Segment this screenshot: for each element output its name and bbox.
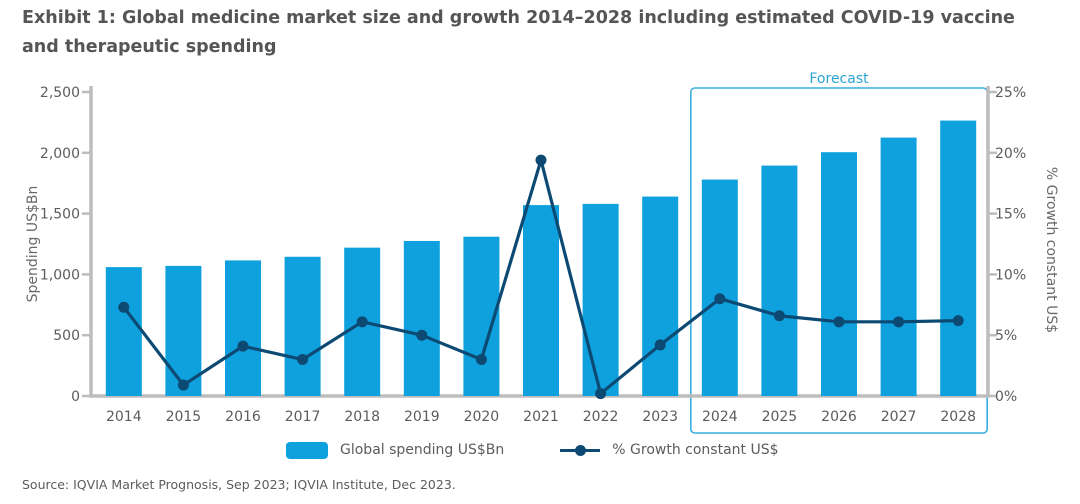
x-tick-label: 2014 (106, 409, 142, 425)
chart-title: Exhibit 1: Global medicine market size a… (22, 8, 1015, 57)
bar-2028 (940, 120, 977, 397)
growth-point-2015 (177, 379, 189, 391)
growth-point-2022 (595, 388, 607, 400)
y2-axis-title: % Growth constant US$ (1043, 167, 1059, 333)
x-tick-label: 2024 (702, 409, 738, 425)
growth-point-2024 (714, 293, 726, 305)
bar-2015 (165, 265, 202, 396)
legend-label-growth: % Growth constant US$ (612, 442, 779, 458)
left-tick-label: 1,000 (40, 267, 80, 283)
right-tick-label: 5% (995, 328, 1017, 344)
growth-point-2025 (773, 310, 785, 322)
growth-point-2028 (952, 315, 964, 327)
growth-point-2020 (475, 354, 487, 366)
bar-2017 (284, 256, 321, 396)
bar-2026 (821, 152, 857, 396)
bar-2016 (225, 260, 261, 396)
bar-2022 (582, 203, 619, 396)
growth-point-2027 (893, 316, 905, 328)
x-tick-label: 2020 (464, 409, 500, 425)
legend-item-spending: Global spending US$Bn (286, 441, 505, 459)
x-tick-label: 2016 (225, 409, 261, 425)
x-tick-label: 2019 (404, 409, 440, 425)
growth-point-2026 (833, 316, 845, 328)
growth-point-2014 (118, 301, 130, 313)
right-tick-label: 0% (995, 389, 1017, 405)
x-tick-label: 2025 (762, 409, 798, 425)
growth-point-2018 (356, 316, 368, 328)
legend-swatch-bar (286, 441, 328, 459)
right-tick-label: 20% (995, 146, 1026, 162)
x-tick-label: 2015 (166, 409, 202, 425)
x-tick-label: 2027 (881, 409, 917, 425)
left-tick-label: 0 (71, 389, 80, 405)
bar-2025 (761, 165, 798, 396)
legend-swatch-line (560, 442, 601, 459)
x-tick-label: 2023 (642, 409, 678, 425)
source-note: Source: IQVIA Market Prognosis, Sep 2023… (22, 477, 456, 492)
growth-point-2017 (297, 354, 309, 366)
x-tick-label: 2028 (940, 409, 976, 425)
growth-point-2016 (237, 340, 249, 352)
x-tick-label: 2026 (821, 409, 857, 425)
right-tick-label: 25% (995, 85, 1026, 101)
legend-label-spending: Global spending US$Bn (340, 442, 505, 458)
legend-item-growth: % Growth constant US$ (560, 442, 779, 459)
bar-2014 (105, 267, 142, 396)
x-tick-label: 2022 (583, 409, 619, 425)
right-tick-label: 10% (995, 267, 1026, 283)
growth-point-2019 (416, 329, 428, 341)
left-tick-label: 2,500 (40, 85, 80, 101)
left-tick-label: 500 (53, 328, 80, 344)
forecast-label: Forecast (809, 71, 869, 87)
x-tick-label: 2017 (285, 409, 321, 425)
right-tick-label: 15% (995, 207, 1026, 223)
bar-2019 (403, 240, 440, 396)
growth-point-2023 (654, 339, 666, 351)
bar-2021 (523, 205, 559, 396)
bar-2027 (880, 137, 917, 396)
legend: Global spending US$Bn % Growth constant … (286, 438, 835, 462)
y-axis-title: Spending US$Bn (25, 186, 41, 303)
x-tick-label: 2018 (344, 409, 380, 425)
growth-point-2021 (535, 154, 547, 166)
x-tick-label: 2021 (523, 409, 559, 425)
bar-2024 (701, 179, 738, 396)
left-tick-label: 2,000 (40, 146, 80, 162)
bar-2023 (642, 196, 679, 396)
left-tick-label: 1,500 (40, 207, 80, 223)
